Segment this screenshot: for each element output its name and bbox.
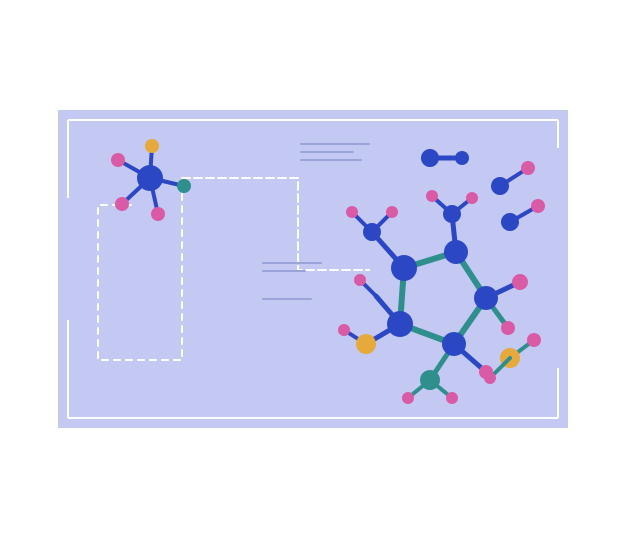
molecule-diagram bbox=[0, 0, 626, 557]
big-mol-branch bbox=[443, 205, 461, 223]
big-mol-branch bbox=[363, 223, 381, 241]
canvas bbox=[0, 0, 626, 557]
placeholder-text-line bbox=[300, 151, 354, 153]
big-mol-ring bbox=[387, 311, 413, 337]
big-mol-leaf bbox=[466, 192, 478, 204]
big-mol-leaf bbox=[354, 274, 366, 286]
placeholder-text-line bbox=[262, 270, 306, 272]
big-mol-leaf bbox=[446, 392, 458, 404]
big-mol-leaf bbox=[346, 206, 358, 218]
big-mol-ring bbox=[444, 240, 468, 264]
big-mol-ring bbox=[474, 286, 498, 310]
big-mol-branch bbox=[356, 334, 376, 354]
big-mol-leaf bbox=[338, 324, 350, 336]
small-mol-atom bbox=[111, 153, 125, 167]
small-mol-atom bbox=[145, 139, 159, 153]
small-mol-atom bbox=[177, 179, 191, 193]
big-mol-ring bbox=[442, 332, 466, 356]
small-mol-center bbox=[137, 165, 163, 191]
big-mol-leaf bbox=[426, 190, 438, 202]
floater-atom bbox=[531, 199, 545, 213]
floater-atom bbox=[491, 177, 509, 195]
placeholder-text-line bbox=[262, 298, 312, 300]
floater-atom bbox=[527, 333, 541, 347]
placeholder-text-line bbox=[300, 159, 362, 161]
big-mol-branch bbox=[479, 365, 493, 379]
small-mol-atom bbox=[151, 207, 165, 221]
big-mol-branch bbox=[512, 274, 528, 290]
floater-atom bbox=[521, 161, 535, 175]
big-mol-ring bbox=[391, 255, 417, 281]
big-mol-leaf bbox=[386, 206, 398, 218]
floater-atom bbox=[455, 151, 469, 165]
floater-atom bbox=[421, 149, 439, 167]
placeholder-text-line bbox=[262, 262, 322, 264]
floater-atom bbox=[501, 213, 519, 231]
big-mol-branch bbox=[501, 321, 515, 335]
placeholder-text-line bbox=[300, 143, 370, 145]
big-mol-leaf bbox=[402, 392, 414, 404]
big-mol-branch bbox=[420, 370, 440, 390]
small-mol-atom bbox=[115, 197, 129, 211]
